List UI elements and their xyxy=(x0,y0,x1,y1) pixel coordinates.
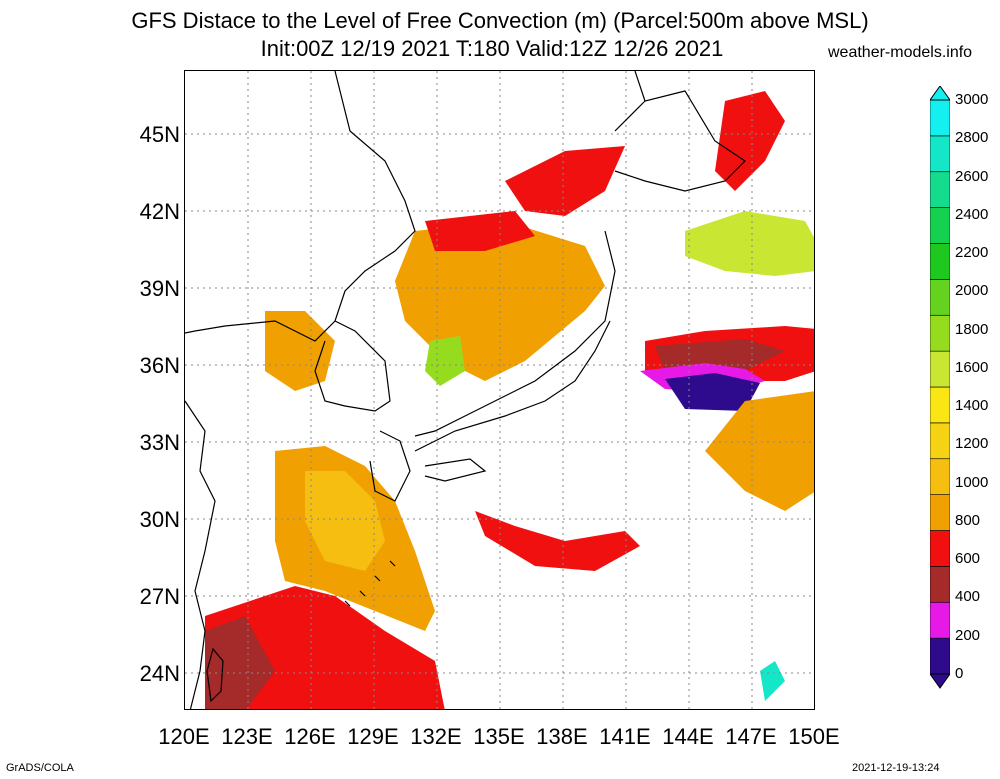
lat-label: 36N xyxy=(139,353,180,378)
lon-label: 123E xyxy=(221,724,273,749)
field-hokkaido-red xyxy=(505,146,625,216)
coast-shikoku xyxy=(424,458,487,482)
colorbar-segment xyxy=(930,314,950,352)
field-yellow-sea xyxy=(265,311,335,391)
field-se-arc xyxy=(475,511,640,571)
coast-mainland xyxy=(185,71,416,342)
lon-label: 147E xyxy=(725,724,777,749)
footer-credit: GrADS/COLA xyxy=(6,762,74,774)
colorbar-segment xyxy=(930,171,950,208)
lat-label: 45N xyxy=(139,122,180,147)
colorbar-label: 2600 xyxy=(955,167,989,185)
field-ecs-yellow xyxy=(305,471,385,571)
map-title: GFS Distace to the Level of Free Convect… xyxy=(131,8,869,33)
colorbar-segment xyxy=(930,601,950,639)
colorbar-segment xyxy=(930,494,950,531)
lat-label: 33N xyxy=(139,430,180,455)
colorbar-segment xyxy=(930,243,950,280)
map-subtitle: Init:00Z 12/19 2021 T:180 Valid:12Z 12/2… xyxy=(260,36,724,61)
colorbar-segment xyxy=(930,207,950,244)
coast-sakhalin xyxy=(634,71,646,102)
colorbar-label: 3000 xyxy=(955,91,989,108)
colorbar-label: 1000 xyxy=(955,473,989,491)
coastlines xyxy=(185,71,746,709)
colorbar-segment xyxy=(930,279,950,316)
coast-kyushu xyxy=(369,430,411,502)
lon-label: 141E xyxy=(599,724,651,749)
field-soj-green xyxy=(425,336,465,386)
colorbar-label: 200 xyxy=(955,626,981,644)
grid xyxy=(185,71,814,709)
lon-label: 138E xyxy=(536,724,588,749)
field-cyan-spot xyxy=(760,661,785,701)
colorbar-label: 2800 xyxy=(955,129,989,147)
field-east-orange xyxy=(705,391,814,511)
lon-label: 150E xyxy=(788,724,840,749)
coast-taiwan xyxy=(206,647,224,703)
colorbar-label: 2000 xyxy=(955,282,989,300)
lat-label: 39N xyxy=(139,276,180,301)
colorbar-label: 2400 xyxy=(955,205,989,223)
colorbar-top-arrow xyxy=(930,86,950,101)
colorbar-segment xyxy=(930,386,950,424)
coast-hokkaido xyxy=(614,90,746,192)
lat-label: 42N xyxy=(139,199,180,224)
lon-label: 135E xyxy=(473,724,525,749)
colorbar-segment xyxy=(930,637,950,675)
colorbar-segment xyxy=(930,350,950,388)
colorbar xyxy=(930,86,950,689)
footer-timestamp: 2021-12-19-13:24 xyxy=(852,762,940,774)
field-layer xyxy=(205,91,814,709)
colorbar-segment xyxy=(930,458,950,495)
map-area xyxy=(184,70,815,710)
colorbar-segment xyxy=(930,422,950,460)
field-soj-red xyxy=(425,211,535,251)
colorbar-label: 1800 xyxy=(955,320,989,338)
coast-honshu xyxy=(414,230,616,437)
lon-label: 144E xyxy=(662,724,714,749)
lon-label: 132E xyxy=(410,724,462,749)
coast-honshu-south xyxy=(414,320,611,452)
field-ne-red xyxy=(715,91,785,191)
map-svg xyxy=(185,71,814,709)
colorbar-label: 0 xyxy=(955,665,964,682)
colorbar-label: 2200 xyxy=(955,244,989,262)
colorbar-label: 1400 xyxy=(955,397,989,415)
colorbar-segment xyxy=(930,99,950,137)
colorbar-label: 600 xyxy=(955,550,981,568)
coast-china-south xyxy=(185,400,216,709)
lon-label: 126E xyxy=(284,724,336,749)
lat-label: 30N xyxy=(139,507,180,532)
colorbar-label: 1200 xyxy=(955,435,989,453)
lat-label: 24N xyxy=(139,661,180,686)
site-credit: weather-models.info xyxy=(828,44,973,61)
colorbar-label: 800 xyxy=(955,511,981,529)
field-ne-yellow xyxy=(685,211,814,276)
coast-ryukyu xyxy=(344,560,396,607)
colorbar-label: 1600 xyxy=(955,358,989,376)
colorbar-segment xyxy=(930,530,950,567)
colorbar-segment xyxy=(930,566,950,603)
colorbar-bottom-arrow xyxy=(930,673,950,689)
coast-korea xyxy=(314,320,391,412)
lon-label: 129E xyxy=(347,724,399,749)
field-sw-brown xyxy=(205,616,275,709)
colorbar-segment xyxy=(930,135,950,173)
lon-label: 120E xyxy=(158,724,210,749)
colorbar-label: 400 xyxy=(955,588,981,606)
lat-label: 27N xyxy=(139,584,180,609)
